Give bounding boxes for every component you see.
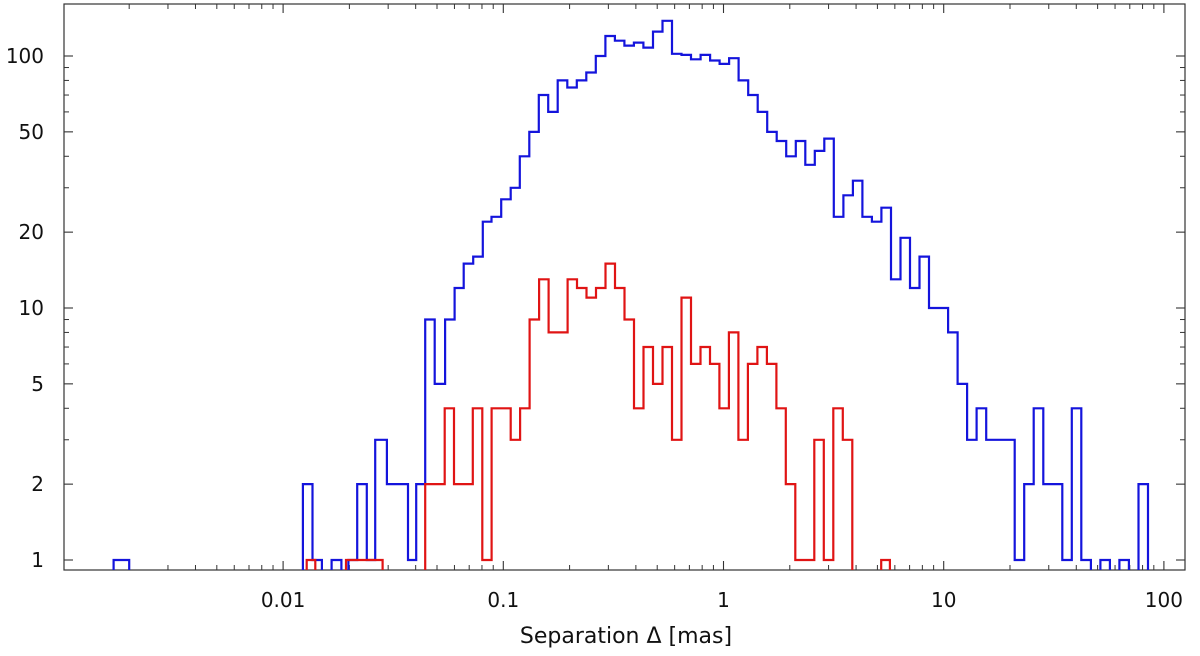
x-axis-ticks: 0.01 0.1 1 10 100: [128, 4, 1183, 612]
x-tick-label: 1: [717, 588, 730, 612]
series-layer: [112, 19, 1150, 570]
x-tick-label: 0.01: [261, 588, 306, 612]
y-tick-label: 1: [31, 548, 44, 572]
histogram-series-blue: [112, 19, 1150, 570]
y-tick-label: 5: [31, 372, 44, 396]
y-tick-label: 10: [19, 296, 44, 320]
y-axis-ticks: 1 2 5 10 20 50 100: [6, 44, 1185, 572]
y-tick-label: 2: [31, 472, 44, 496]
plot-frame: [63, 3, 1186, 571]
x-tick-label: 100: [1145, 588, 1183, 612]
x-tick-label: 0.1: [487, 588, 519, 612]
y-tick-label: 50: [19, 120, 44, 144]
y-tick-label: 100: [6, 44, 44, 68]
x-tick-label: 10: [931, 588, 956, 612]
histogram-series-red: [305, 262, 891, 570]
y-tick-label: 20: [19, 220, 44, 244]
x-axis-title: Separation Δ [mas]: [520, 624, 732, 649]
